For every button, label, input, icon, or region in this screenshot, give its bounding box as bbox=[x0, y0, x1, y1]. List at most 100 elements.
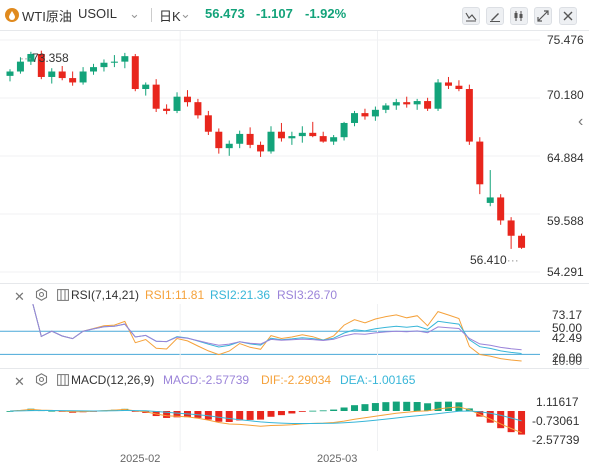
rsi-y-label: 20.00 bbox=[552, 351, 583, 365]
macd-bar bbox=[288, 411, 296, 414]
chevron-down-icon[interactable]: ⌄ bbox=[129, 6, 140, 21]
macd-bar bbox=[277, 411, 285, 416]
candle bbox=[319, 136, 327, 142]
candle-type-icon[interactable] bbox=[510, 7, 528, 25]
macd-bar bbox=[424, 403, 432, 411]
rsi2-line bbox=[32, 304, 522, 354]
rsi-y-label: 10.00 bbox=[552, 354, 583, 368]
y-tick-label: 75.476 bbox=[547, 33, 584, 47]
macd-bar bbox=[413, 402, 421, 411]
macd-bar bbox=[351, 405, 359, 411]
close-icon[interactable]: ✕ bbox=[14, 289, 25, 304]
candle bbox=[6, 71, 14, 76]
macd-bar bbox=[518, 411, 526, 435]
candle bbox=[163, 108, 171, 111]
candle bbox=[267, 131, 275, 152]
divider bbox=[0, 283, 589, 284]
candle bbox=[392, 102, 400, 106]
collapse-arrow-icon[interactable]: ‹ bbox=[578, 113, 584, 130]
candle bbox=[382, 105, 390, 110]
candle bbox=[121, 56, 129, 62]
candle bbox=[225, 143, 233, 149]
candle bbox=[340, 122, 348, 138]
macd-bar bbox=[497, 411, 505, 429]
candle bbox=[173, 96, 181, 111]
y-tick-label: 64.884 bbox=[547, 151, 584, 165]
candle bbox=[194, 102, 202, 116]
macd-bar bbox=[507, 411, 515, 433]
candle bbox=[434, 82, 442, 109]
indicator-icon[interactable] bbox=[462, 7, 480, 25]
macd-bar bbox=[486, 411, 494, 423]
macd-bar bbox=[340, 407, 348, 411]
high-price-label: 73.358 bbox=[32, 51, 69, 65]
macd-bar bbox=[298, 411, 306, 412]
macd-bar bbox=[257, 411, 265, 420]
macd-bar bbox=[392, 401, 400, 411]
macd-chart[interactable] bbox=[0, 389, 540, 451]
x-tick-label: 2025-02 bbox=[120, 453, 161, 465]
candle bbox=[351, 113, 359, 123]
oil-icon bbox=[5, 8, 19, 22]
chart-icon[interactable] bbox=[57, 288, 69, 306]
rsi-y-label: 50.00 bbox=[552, 321, 583, 335]
close-icon[interactable] bbox=[559, 7, 577, 25]
rsi-y-label: 42.49 bbox=[552, 331, 583, 345]
macd-bar bbox=[330, 409, 338, 411]
price-change: -1.107 bbox=[256, 6, 293, 21]
close-icon[interactable]: ✕ bbox=[14, 374, 25, 389]
candle bbox=[288, 136, 296, 139]
candle bbox=[413, 101, 421, 105]
macd-y-label: -2.57739 bbox=[532, 433, 580, 447]
candle bbox=[236, 133, 244, 144]
dea-value: DEA:-1.00165 bbox=[340, 373, 416, 387]
candle bbox=[444, 82, 452, 86]
rsi-panel: ✕ RSI(7,14,21) RSI1:11.81 RSI2:21.36 RSI… bbox=[0, 284, 589, 368]
chevron-down-icon[interactable]: ⌄ bbox=[180, 6, 191, 21]
macd-bar bbox=[121, 408, 129, 411]
chart-icon[interactable] bbox=[57, 373, 69, 391]
macd-bar bbox=[236, 411, 244, 421]
x-axis: 2025-02 2025-03 bbox=[0, 451, 589, 471]
macd-bar bbox=[173, 411, 181, 418]
low-price-label: 56.410 bbox=[470, 253, 507, 267]
macd-title: MACD(12,26,9) bbox=[71, 373, 155, 387]
last-price: 56.473 bbox=[205, 6, 245, 21]
macd-bar bbox=[444, 401, 452, 411]
macd-bar bbox=[382, 402, 390, 411]
rsi-title: RSI(7,14,21) bbox=[71, 288, 140, 302]
settings-icon[interactable] bbox=[35, 373, 48, 391]
draw-icon[interactable] bbox=[486, 7, 504, 25]
candle bbox=[455, 85, 463, 90]
rsi1-value: RSI1:11.81 bbox=[145, 288, 205, 302]
period-selector[interactable]: 日K bbox=[159, 9, 181, 24]
macd-bar bbox=[309, 410, 317, 412]
candle bbox=[69, 78, 77, 83]
settings-icon[interactable] bbox=[35, 288, 48, 306]
candle bbox=[507, 220, 515, 236]
symbol-name[interactable]: WTI原油 bbox=[22, 9, 72, 24]
candle bbox=[476, 141, 484, 185]
macd-bar bbox=[371, 403, 379, 411]
macd-bar bbox=[434, 401, 442, 411]
rsi-y-label: 73.17 bbox=[552, 308, 583, 322]
chart-header: WTI原油 USOIL ⌄ 日K ⌄ 56.473 -1.107 -1.92% bbox=[0, 0, 589, 30]
y-tick-label: 70.180 bbox=[547, 88, 584, 102]
macd-bar bbox=[361, 404, 369, 411]
candle bbox=[257, 144, 265, 152]
candlestick-chart[interactable] bbox=[0, 31, 540, 281]
expand-icon[interactable] bbox=[534, 7, 552, 25]
macd-panel: ✕ MACD(12,26,9) MACD:-2.57739 DIF:-2.290… bbox=[0, 369, 589, 451]
candle bbox=[27, 53, 35, 62]
candle bbox=[152, 84, 160, 109]
candle bbox=[131, 56, 139, 90]
macd-bar bbox=[476, 411, 484, 417]
candle bbox=[142, 84, 150, 90]
dea-line bbox=[9, 409, 522, 424]
candle bbox=[309, 132, 317, 137]
y-tick-label: 54.291 bbox=[547, 265, 584, 279]
candle bbox=[37, 53, 45, 77]
candle bbox=[100, 62, 108, 68]
rsi-chart[interactable] bbox=[0, 304, 540, 368]
candle bbox=[16, 61, 24, 72]
